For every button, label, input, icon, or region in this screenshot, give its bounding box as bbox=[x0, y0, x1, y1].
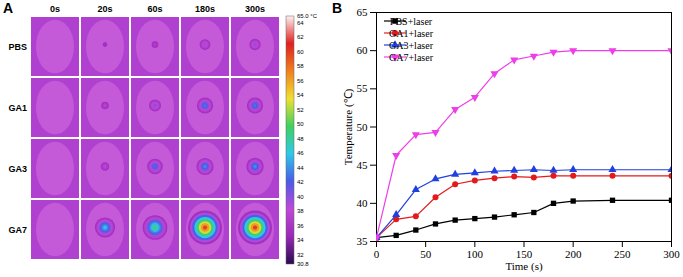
svg-text:54: 54 bbox=[297, 92, 304, 98]
svg-text:52: 52 bbox=[297, 107, 304, 113]
svg-text:300s: 300s bbox=[245, 4, 265, 14]
svg-text:46: 46 bbox=[297, 150, 304, 156]
svg-text:30.8: 30.8 bbox=[297, 261, 309, 267]
html-text:B: B bbox=[332, 0, 343, 16]
svg-text:58: 58 bbox=[297, 63, 304, 69]
svg-text:GA7+laser: GA7+laser bbox=[389, 52, 434, 63]
svg-text:40: 40 bbox=[357, 197, 369, 209]
svg-text:0: 0 bbox=[374, 248, 380, 260]
svg-text:GA1+laser: GA1+laser bbox=[389, 28, 434, 39]
svg-text:GA7: GA7 bbox=[8, 225, 27, 235]
svg-text:60s: 60s bbox=[147, 4, 162, 14]
svg-text:60: 60 bbox=[297, 49, 304, 55]
svg-text:45: 45 bbox=[357, 159, 369, 171]
svg-text:65.0 °C: 65.0 °C bbox=[297, 13, 318, 19]
svg-text:44: 44 bbox=[297, 165, 304, 171]
svg-text:A: A bbox=[3, 0, 13, 16]
svg-text:60: 60 bbox=[357, 44, 369, 56]
svg-text:GA1: GA1 bbox=[8, 103, 27, 113]
svg-text:50: 50 bbox=[420, 248, 432, 260]
svg-text:56: 56 bbox=[297, 78, 304, 84]
svg-text:0s: 0s bbox=[50, 4, 60, 14]
svg-text:65: 65 bbox=[357, 6, 369, 18]
svg-text:50: 50 bbox=[357, 121, 369, 133]
svg-text:100: 100 bbox=[467, 248, 484, 260]
svg-text:62: 62 bbox=[297, 34, 304, 40]
svg-text:48: 48 bbox=[297, 136, 304, 142]
svg-text:180s: 180s bbox=[195, 4, 215, 14]
svg-text:PBS: PBS bbox=[8, 42, 27, 52]
svg-text:250: 250 bbox=[614, 248, 631, 260]
svg-text:34: 34 bbox=[297, 237, 304, 243]
svg-text:200: 200 bbox=[565, 248, 582, 260]
svg-text:40: 40 bbox=[297, 194, 304, 200]
svg-text:20s: 20s bbox=[97, 4, 112, 14]
svg-text:36: 36 bbox=[297, 223, 304, 229]
svg-text:GA3+laser: GA3+laser bbox=[389, 40, 434, 51]
svg-text:PBS+laser: PBS+laser bbox=[390, 16, 433, 27]
svg-text:32: 32 bbox=[297, 252, 304, 258]
svg-text:50: 50 bbox=[297, 121, 304, 127]
svg-text:150: 150 bbox=[516, 248, 533, 260]
svg-text:GA3: GA3 bbox=[8, 164, 27, 174]
svg-text:35: 35 bbox=[357, 235, 369, 247]
svg-text:42: 42 bbox=[297, 179, 304, 185]
svg-text:Temperature (℃): Temperature (℃) bbox=[342, 88, 355, 165]
svg-text:64: 64 bbox=[297, 20, 304, 26]
svg-text:300: 300 bbox=[663, 248, 680, 260]
svg-text:38: 38 bbox=[297, 208, 304, 214]
svg-text:55: 55 bbox=[357, 82, 369, 94]
svg-text:Time (s): Time (s) bbox=[505, 260, 543, 273]
